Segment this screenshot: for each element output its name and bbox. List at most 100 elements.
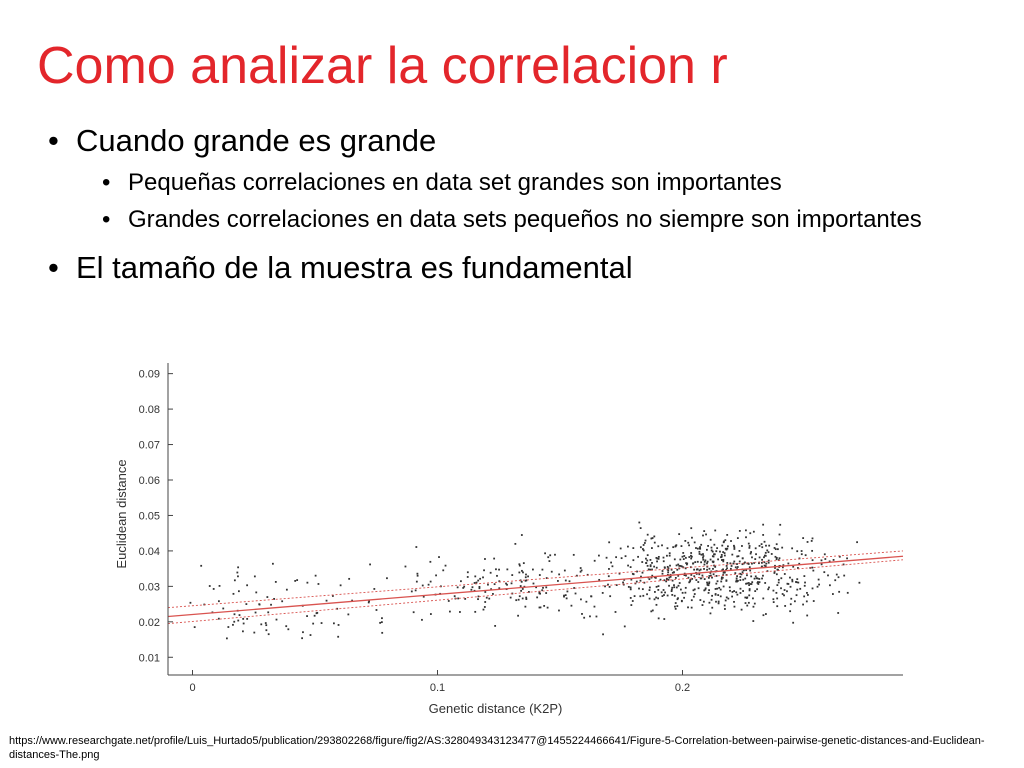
data-point <box>789 576 791 579</box>
data-point <box>663 618 666 620</box>
data-point <box>575 574 578 577</box>
data-point <box>602 633 604 636</box>
data-point <box>520 589 523 592</box>
data-point <box>333 622 335 625</box>
data-point <box>614 611 617 613</box>
data-point <box>598 578 601 581</box>
data-point <box>373 588 376 590</box>
data-point <box>832 559 835 561</box>
data-point <box>657 585 660 588</box>
data-point <box>736 593 739 596</box>
data-point <box>747 563 750 565</box>
data-point <box>518 571 521 574</box>
data-point <box>525 579 528 582</box>
data-point <box>834 579 837 582</box>
data-point <box>828 560 831 563</box>
data-point <box>543 604 546 607</box>
data-point <box>774 564 776 567</box>
data-point <box>541 589 544 592</box>
data-point <box>752 530 755 533</box>
data-point <box>663 594 665 596</box>
data-point <box>639 595 642 598</box>
data-point <box>668 552 671 555</box>
data-point <box>709 574 712 577</box>
data-point <box>696 560 699 563</box>
data-point <box>212 588 215 590</box>
y-tick-label: 0.07 <box>139 440 160 452</box>
data-point <box>711 550 714 553</box>
data-point <box>646 554 649 557</box>
data-point <box>520 580 523 583</box>
data-point <box>706 562 708 565</box>
data-point <box>225 637 228 640</box>
data-point <box>274 581 277 583</box>
data-point <box>697 581 700 583</box>
data-point <box>800 553 803 556</box>
data-point <box>774 567 776 569</box>
data-point <box>735 580 738 583</box>
data-point <box>565 597 568 600</box>
data-point <box>690 554 692 557</box>
data-point <box>678 564 681 567</box>
data-point <box>264 622 267 624</box>
data-point <box>668 584 670 587</box>
data-point <box>805 600 808 603</box>
data-point <box>758 581 761 584</box>
data-point <box>818 583 821 586</box>
data-point <box>339 584 342 587</box>
data-point <box>685 574 687 577</box>
data-point <box>744 561 746 564</box>
data-point <box>774 555 777 558</box>
data-point <box>640 575 642 578</box>
data-point <box>742 578 745 581</box>
data-point <box>783 573 786 575</box>
data-point <box>380 621 383 624</box>
data-point <box>435 574 437 577</box>
data-point <box>669 564 671 567</box>
data-point <box>707 591 710 594</box>
data-point <box>490 588 493 591</box>
data-point <box>642 544 645 546</box>
data-point <box>573 587 576 589</box>
data-point <box>716 580 719 583</box>
data-point <box>246 584 249 587</box>
data-point <box>695 579 698 581</box>
data-point <box>683 555 686 557</box>
data-point <box>675 586 678 589</box>
data-point <box>538 574 541 576</box>
data-point <box>724 608 726 610</box>
data-point <box>689 579 692 581</box>
data-point <box>653 598 656 601</box>
bullet-list: Cuando grande es grande Pequeñas correla… <box>48 122 1008 296</box>
data-point <box>657 617 660 620</box>
data-point <box>754 558 757 560</box>
data-point <box>253 575 256 578</box>
data-point <box>775 543 778 546</box>
data-point <box>651 609 654 612</box>
y-tick-label: 0.03 <box>139 581 160 593</box>
data-point <box>415 546 418 548</box>
data-point <box>632 559 635 562</box>
data-point <box>729 562 732 565</box>
data-point <box>655 585 658 588</box>
data-point <box>687 606 689 609</box>
data-point <box>489 571 492 574</box>
data-point <box>673 584 675 587</box>
data-point <box>706 568 708 571</box>
data-point <box>246 617 249 620</box>
data-point <box>787 562 790 565</box>
scatter-plot-svg: 0.01 0.02 0.03 0.04 0.05 0.06 0.07 0.08 0.09 0 0.1… <box>114 363 904 716</box>
data-point <box>679 565 682 567</box>
data-point <box>637 555 639 558</box>
data-point <box>521 597 524 600</box>
data-point <box>643 581 646 584</box>
data-point <box>429 560 432 563</box>
data-point <box>585 600 588 603</box>
data-point <box>724 547 727 550</box>
data-point <box>688 581 691 584</box>
data-point <box>842 563 845 566</box>
data-point <box>557 580 559 582</box>
data-point <box>677 563 680 566</box>
data-point <box>799 587 802 590</box>
data-point <box>755 553 757 556</box>
